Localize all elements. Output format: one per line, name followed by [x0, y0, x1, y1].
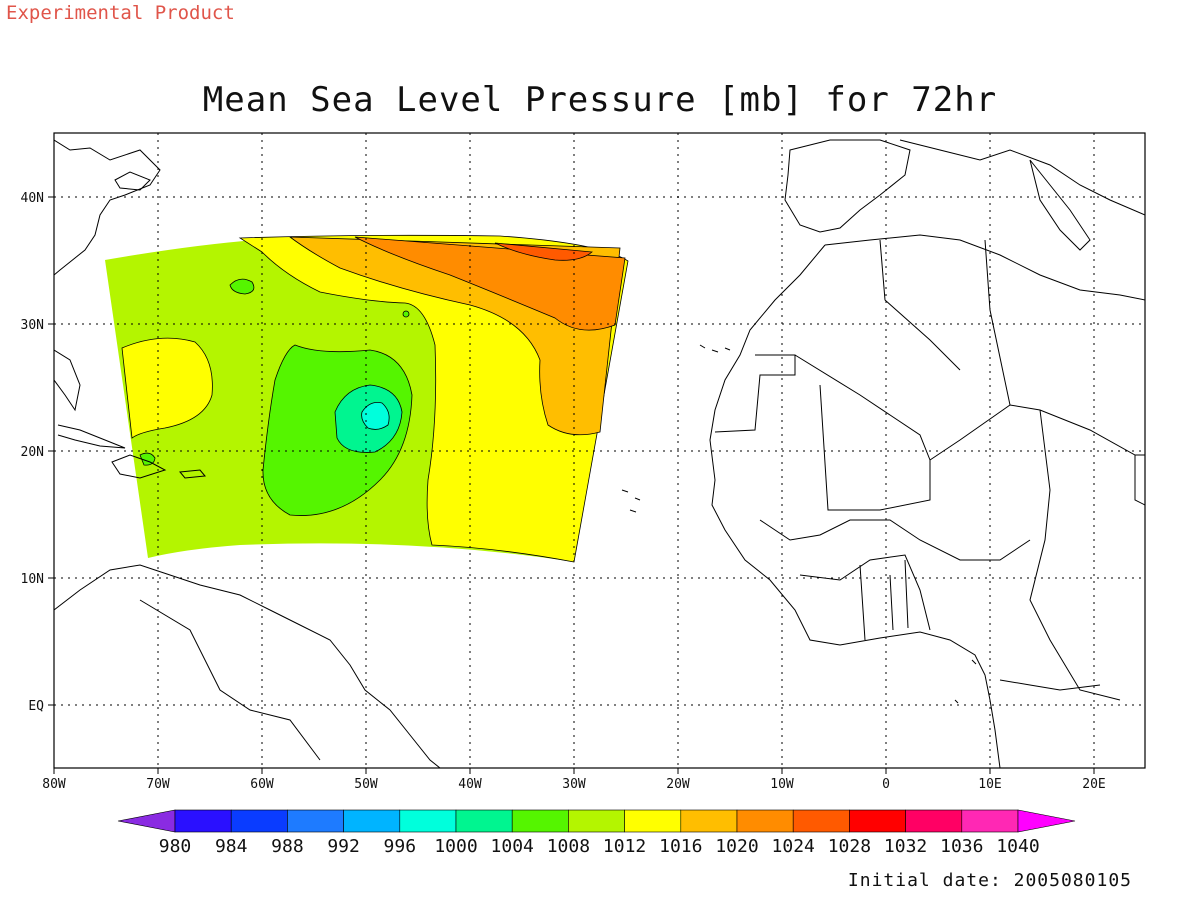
nova-scotia: [114, 171, 151, 191]
lon-label: 20W: [666, 777, 690, 792]
colorbar: 980 984 988 992 996 1000 1004 1008 1012 1016 1020 1…: [117, 809, 1076, 857]
colorbar-swatch: [568, 809, 625, 833]
colorbar-label: 992: [327, 836, 360, 857]
colorbar-arrow-high: [1017, 809, 1076, 833]
colorbar-label: 984: [215, 836, 248, 857]
lon-label: 50W: [354, 777, 378, 792]
south-america-coast: [54, 564, 441, 768]
colorbar-swatch: [736, 809, 794, 833]
band-996-1000: [361, 402, 390, 430]
colorbar-swatch: [287, 809, 344, 833]
canary-islands: [699, 344, 731, 353]
iberia: [784, 139, 911, 233]
colorbar-swatch: [230, 809, 288, 833]
colorbar-swatch: [399, 809, 457, 833]
country-borders: [714, 239, 1145, 701]
lon-label: 80W: [42, 777, 66, 792]
colorbar-swatch: [792, 809, 850, 833]
colorbar-label: 1032: [884, 836, 927, 857]
band-1012-1016-west: [121, 337, 213, 439]
colorbar-swatch: [961, 809, 1019, 833]
colorbar-label: 1000: [434, 836, 477, 857]
colorbar-label: 1040: [996, 836, 1039, 857]
lat-label: EQ: [28, 699, 44, 714]
lat-label: 20N: [21, 445, 44, 460]
initial-date: Initial date: 2005080105: [847, 870, 1132, 891]
colorbar-swatch: [905, 809, 963, 833]
colorbar-label: 1016: [659, 836, 702, 857]
italy: [1029, 159, 1091, 251]
colorbar-label: 1008: [547, 836, 590, 857]
north-america-coast: [54, 139, 161, 276]
africa-coast: [709, 234, 1145, 768]
colorbar-label: 1004: [491, 836, 534, 857]
colorbar-swatch: [455, 809, 513, 833]
colorbar-label: 1020: [715, 836, 758, 857]
latitude-labels: 40N 30N 20N 10N EQ: [21, 191, 45, 714]
band-1024-1028: [494, 242, 593, 261]
lon-label: 60W: [250, 777, 274, 792]
colorbar-swatch: [174, 809, 232, 833]
coastlines: [54, 139, 1145, 768]
cape-verde: [621, 489, 641, 513]
colorbar-label: 988: [271, 836, 304, 857]
longitude-labels: 80W 70W 60W 50W 40W 30W 20W 10W 0 10E 20…: [42, 777, 1105, 792]
colorbar-label: 1036: [940, 836, 983, 857]
lon-label: 70W: [146, 777, 170, 792]
lat-label: 10N: [21, 572, 44, 587]
gulf-of-guinea-islands: [954, 659, 977, 704]
experimental-product-note: Experimental Product: [6, 2, 235, 24]
tick-marks: [48, 196, 1095, 774]
small-contour: [402, 310, 410, 318]
lat-label: 30N: [21, 318, 44, 333]
lat-label: 40N: [21, 191, 44, 206]
graticule: [54, 133, 1145, 768]
colorbar-swatch: [343, 809, 401, 833]
colorbar-swatch: [680, 809, 738, 833]
colorbar-label: 980: [159, 836, 192, 857]
colorbar-arrow-low: [117, 809, 176, 833]
lon-label: 0: [882, 777, 890, 792]
colorbar-swatch: [849, 809, 906, 833]
colorbar-label: 1028: [828, 836, 871, 857]
pressure-field: [105, 234, 629, 563]
colorbar-label: 996: [384, 836, 417, 857]
colorbar-label: 1024: [772, 836, 815, 857]
south-america-inner: [139, 599, 321, 761]
map-title: Mean Sea Level Pressure [mb] for 72hr: [202, 80, 998, 120]
puerto-rico: [179, 469, 206, 479]
florida: [54, 349, 81, 412]
colorbar-swatch: [511, 809, 569, 833]
lon-label: 40W: [458, 777, 482, 792]
colorbar-swatch: [624, 809, 682, 833]
cuba: [57, 424, 126, 449]
lon-label: 30W: [562, 777, 586, 792]
europe-coast: [899, 139, 1145, 216]
lon-label: 20E: [1082, 777, 1105, 792]
lon-label: 10E: [978, 777, 1001, 792]
band-1004-1008-small: [229, 278, 255, 295]
colorbar-label: 1012: [603, 836, 646, 857]
hispaniola: [111, 454, 167, 479]
lon-label: 10W: [770, 777, 794, 792]
